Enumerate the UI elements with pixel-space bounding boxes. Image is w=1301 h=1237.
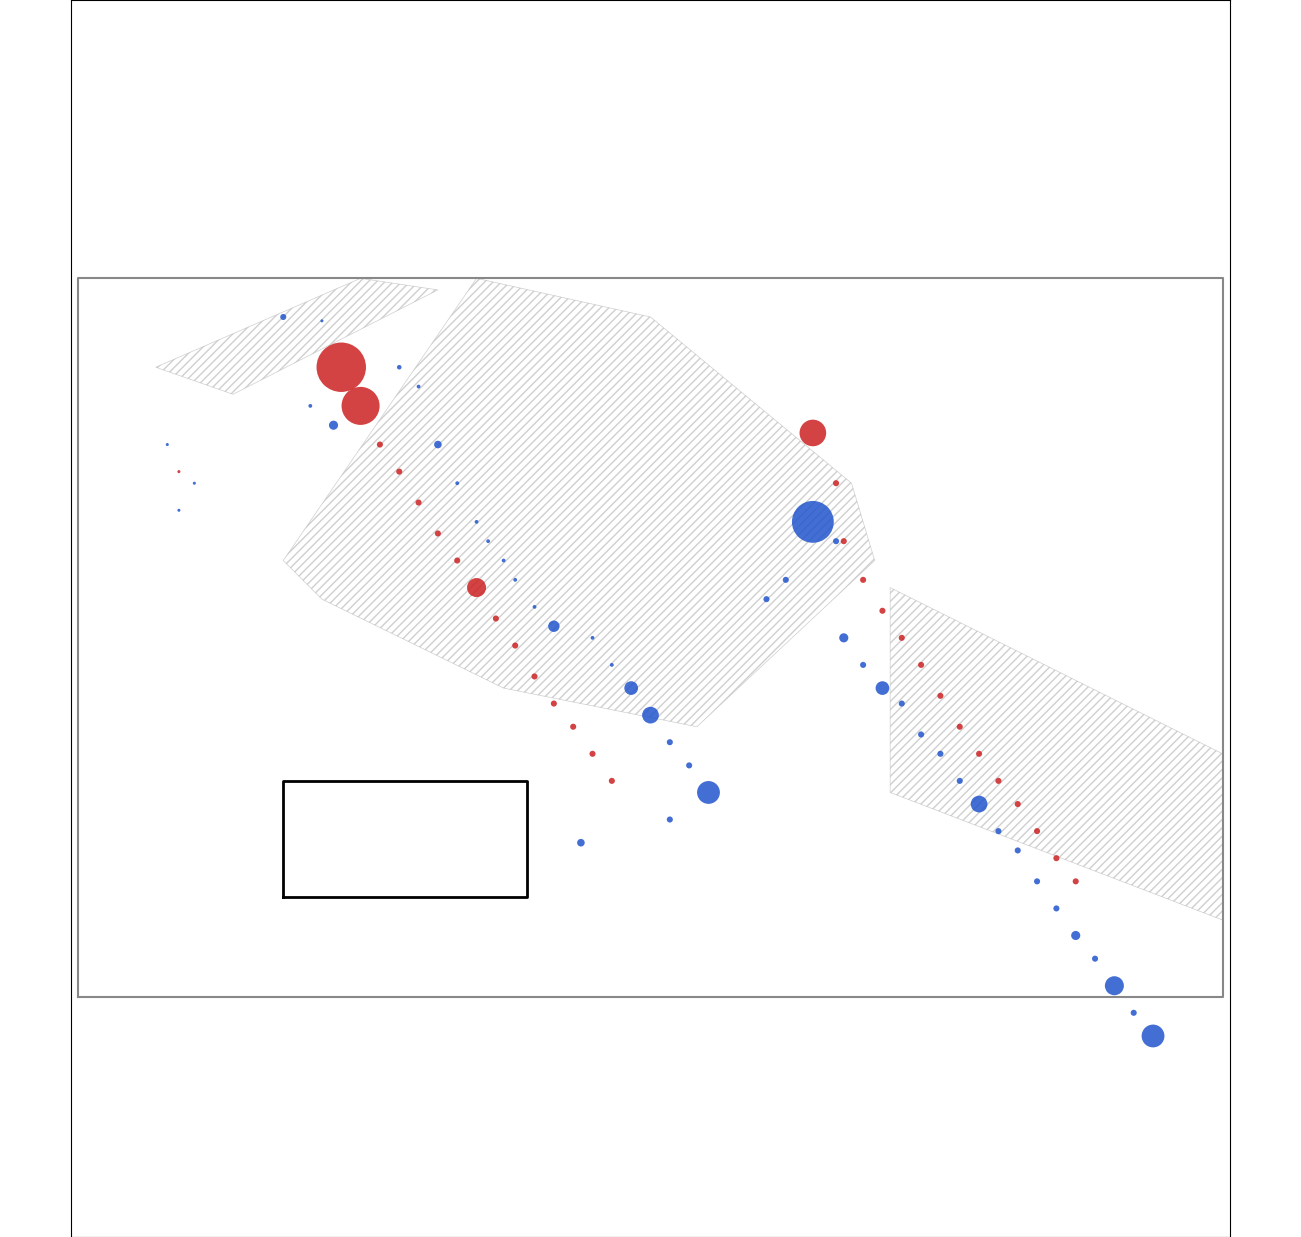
- Point: [183, 474, 204, 494]
- Point: [826, 532, 847, 552]
- Point: [446, 550, 467, 570]
- Point: [930, 743, 951, 763]
- Point: [950, 716, 971, 736]
- Point: [466, 578, 487, 597]
- Point: [582, 743, 602, 763]
- Point: [872, 678, 892, 698]
- Point: [699, 783, 719, 803]
- Point: [493, 550, 514, 570]
- Point: [969, 794, 990, 814]
- Point: [446, 474, 467, 494]
- Point: [601, 771, 622, 790]
- Point: [891, 694, 912, 714]
- Point: [544, 616, 565, 636]
- Point: [803, 512, 824, 532]
- Point: [505, 636, 526, 656]
- Point: [601, 654, 622, 674]
- Point: [987, 821, 1008, 841]
- Point: [911, 654, 932, 674]
- Point: [911, 725, 932, 745]
- Point: [679, 756, 700, 776]
- Point: [803, 423, 824, 443]
- Point: [428, 434, 449, 454]
- Point: [466, 512, 487, 532]
- Point: [485, 609, 506, 628]
- Point: [756, 589, 777, 609]
- Point: [1085, 949, 1106, 969]
- Point: [505, 570, 526, 590]
- Point: [1026, 871, 1047, 891]
- Point: [1007, 794, 1028, 814]
- Point: [311, 310, 332, 330]
- Point: [571, 833, 592, 852]
- Point: [428, 523, 449, 543]
- Point: [950, 771, 971, 790]
- Point: [157, 434, 178, 454]
- Point: [330, 357, 351, 377]
- Point: [563, 716, 584, 736]
- Point: [389, 357, 410, 377]
- Point: [1105, 976, 1125, 996]
- Point: [524, 597, 545, 617]
- Point: [409, 376, 429, 396]
- Point: [582, 628, 602, 648]
- Point: [301, 396, 321, 416]
- Point: [660, 809, 680, 829]
- Point: [1142, 1025, 1163, 1045]
- Point: [524, 667, 545, 687]
- Point: [1046, 898, 1067, 918]
- Point: [640, 705, 661, 725]
- Point: [323, 416, 343, 435]
- Point: [775, 570, 796, 590]
- Point: [930, 685, 951, 705]
- Point: [1026, 821, 1047, 841]
- Point: [1046, 849, 1067, 868]
- Point: [969, 743, 990, 763]
- Point: [350, 396, 371, 416]
- Point: [852, 570, 873, 590]
- Point: [273, 307, 294, 327]
- Point: [1066, 871, 1086, 891]
- Point: [1066, 925, 1086, 945]
- Point: [544, 694, 565, 714]
- Point: [987, 771, 1008, 790]
- Point: [826, 474, 847, 494]
- Point: [369, 434, 390, 454]
- Point: [477, 532, 498, 552]
- Point: [834, 532, 855, 552]
- Point: [169, 461, 190, 481]
- Point: [389, 461, 410, 481]
- Point: [852, 654, 873, 674]
- Point: [621, 678, 641, 698]
- Point: [169, 501, 190, 521]
- Point: [891, 628, 912, 648]
- Point: [834, 628, 855, 648]
- Point: [872, 601, 892, 621]
- Point: [1123, 1003, 1144, 1023]
- Point: [660, 732, 680, 752]
- Point: [409, 492, 429, 512]
- Point: [1007, 841, 1028, 861]
